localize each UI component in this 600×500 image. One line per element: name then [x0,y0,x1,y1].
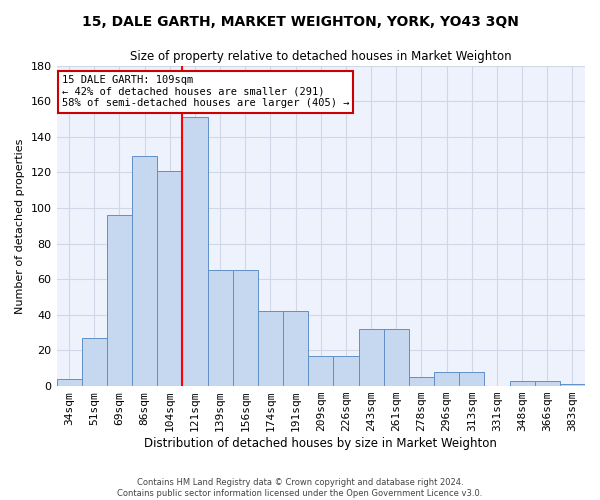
X-axis label: Distribution of detached houses by size in Market Weighton: Distribution of detached houses by size … [145,437,497,450]
Bar [132,156,157,386]
Bar [409,377,434,386]
Bar [82,338,107,386]
Bar [208,270,233,386]
Bar [258,312,283,386]
Bar [434,372,459,386]
Bar [107,215,132,386]
Bar [182,117,208,386]
Bar [359,329,383,386]
Bar [459,372,484,386]
Bar [308,356,334,386]
Title: Size of property relative to detached houses in Market Weighton: Size of property relative to detached ho… [130,50,512,63]
Bar [334,356,359,386]
Bar [383,329,409,386]
Text: Contains HM Land Registry data © Crown copyright and database right 2024.
Contai: Contains HM Land Registry data © Crown c… [118,478,482,498]
Text: 15, DALE GARTH, MARKET WEIGHTON, YORK, YO43 3QN: 15, DALE GARTH, MARKET WEIGHTON, YORK, Y… [82,15,518,29]
Bar [560,384,585,386]
Bar [509,380,535,386]
Bar [157,170,182,386]
Bar [233,270,258,386]
Y-axis label: Number of detached properties: Number of detached properties [15,138,25,314]
Bar [283,312,308,386]
Bar [535,380,560,386]
Bar [56,379,82,386]
Text: 15 DALE GARTH: 109sqm
← 42% of detached houses are smaller (291)
58% of semi-det: 15 DALE GARTH: 109sqm ← 42% of detached … [62,75,349,108]
